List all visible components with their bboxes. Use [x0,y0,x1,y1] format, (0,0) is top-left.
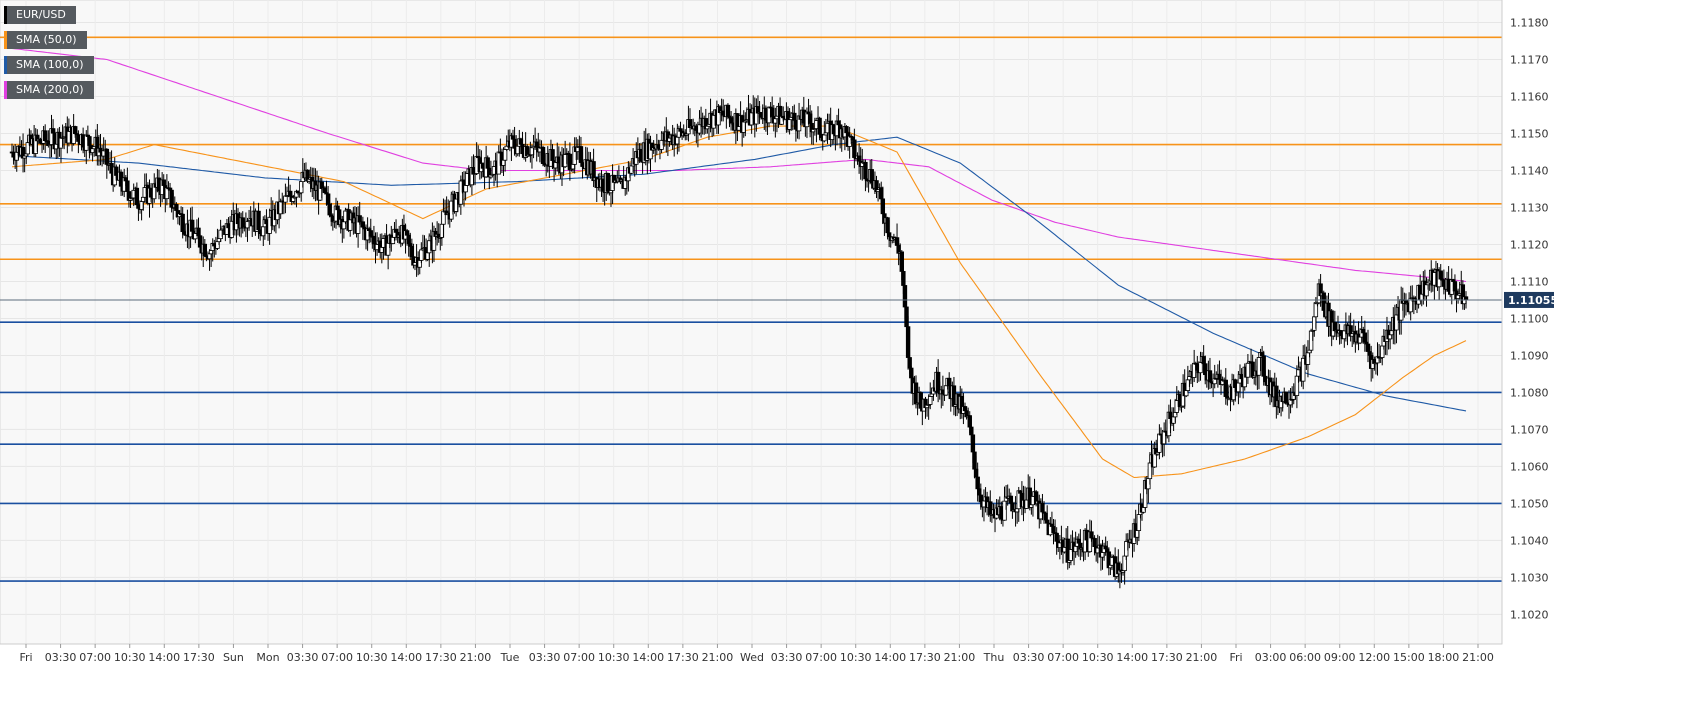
candle-body [1463,296,1469,300]
candle-body [485,157,490,169]
support-resistance-levels [0,36,1502,582]
candle-body [1207,370,1213,383]
x-tick-label: 21:00 [1462,651,1494,664]
x-tick-label: Fri [19,651,32,664]
x-tick-label: 03:30 [45,651,77,664]
time-axis: Fri 03:30 07:00 10:30 14:00 17:30 Sun Mon 03:30 0… [0,643,1502,664]
x-tick-label: 10:30 [598,651,630,664]
x-tick-label: 10:30 [114,651,146,664]
x-tick-label: Fri [1229,651,1242,664]
x-tick-label: Tue [500,651,520,664]
x-tick-label: 06:00 [1289,651,1321,664]
y-tick-label: 1.1180 [1510,16,1549,29]
x-tick-label: Thu [983,651,1005,664]
x-tick-label: 07:00 [79,651,111,664]
candle-body [886,232,892,238]
candle-body [502,149,508,161]
x-tick-label: 07:00 [805,651,837,664]
sma-200-line [11,47,1467,283]
x-tick-label: 07:00 [1047,651,1079,664]
y-tick-label: 1.1050 [1510,497,1549,510]
x-tick-label: 12:00 [1358,651,1390,664]
x-tick-label: 17:30 [909,651,941,664]
candle-body [970,434,976,453]
moving-average-lines [11,47,1467,479]
x-tick-label: 03:00 [1255,651,1287,664]
y-tick-label: 1.1140 [1510,164,1549,177]
y-tick-label: 1.1090 [1510,349,1549,362]
y-tick-label: 1.1110 [1510,275,1549,288]
y-tick-label: 1.1130 [1510,201,1549,214]
legend-item: SMA (200,0) [4,81,94,99]
x-tick-label: 09:00 [1324,651,1356,664]
candle-body [946,377,952,387]
last-price-label: 1.11055 [1508,294,1558,307]
candle-body [357,215,362,223]
x-tick-label: 17:30 [183,651,215,664]
x-tick-label: 14:00 [148,651,180,664]
x-tick-label: 10:30 [840,651,872,664]
candle-body [962,406,968,412]
y-tick-label: 1.1150 [1510,127,1549,140]
y-tick-label: 1.1170 [1510,53,1549,66]
x-tick-label: 18:00 [1428,651,1460,664]
x-tick-label: 10:30 [1082,651,1114,664]
y-tick-label: 1.1070 [1510,423,1549,436]
x-tick-label: 14:00 [390,651,422,664]
candle-body [928,396,933,405]
x-tick-label: 21:00 [944,651,976,664]
candle-body [73,126,78,135]
candle-body [87,136,92,146]
x-tick-label: 17:30 [425,651,457,664]
candle-body [419,249,424,261]
x-tick-label: 17:30 [667,651,699,664]
y-tick-label: 1.1160 [1510,90,1549,103]
legend-item: SMA (50,0) [4,31,87,49]
x-tick-label: 21:00 [1186,651,1218,664]
x-tick-label: 17:30 [1151,651,1183,664]
x-tick-label: 07:00 [321,651,353,664]
sma-100-line [11,136,1467,412]
x-tick-label: Wed [740,651,764,664]
y-tick-label: 1.1040 [1510,534,1549,547]
y-tick-label: 1.1060 [1510,460,1549,473]
candlesticks [9,94,1469,589]
x-tick-label: Sun [223,651,244,664]
x-tick-label: 14:00 [874,651,906,664]
candle-body [1245,362,1251,378]
x-tick-label: 03:30 [771,651,803,664]
x-tick-label: 14:00 [632,651,664,664]
price-axis: 1.1020 1.1030 1.1040 1.1050 1.1060 1.1070 1.10… [1501,0,1558,644]
x-tick-label: 14:00 [1116,651,1148,664]
y-tick-label: 1.1020 [1510,608,1549,621]
candle-body [605,173,611,192]
x-tick-label: 10:30 [356,651,388,664]
y-tick-label: 1.1080 [1510,386,1549,399]
x-tick-label: 03:30 [1013,651,1045,664]
sma-50-line [11,125,1467,479]
x-tick-label: Mon [256,651,279,664]
last-price-tag [1504,291,1554,308]
y-tick-label: 1.1030 [1510,571,1549,584]
y-tick-label: 1.1120 [1510,238,1549,251]
x-tick-label: 21:00 [460,651,492,664]
legend-item: SMA (100,0) [4,56,94,74]
x-tick-label: 07:00 [563,651,595,664]
x-tick-label: 03:30 [287,651,319,664]
candle-body [283,195,288,203]
x-tick-label: 03:30 [529,651,561,664]
x-tick-label: 21:00 [702,651,734,664]
candle-body [822,134,827,142]
candle-body [905,326,911,358]
legend-item: EUR/USD [4,6,76,24]
candle-body [463,185,468,193]
y-tick-label: 1.1100 [1510,312,1549,325]
x-tick-label: 15:00 [1393,651,1425,664]
candle-body [1044,519,1050,524]
